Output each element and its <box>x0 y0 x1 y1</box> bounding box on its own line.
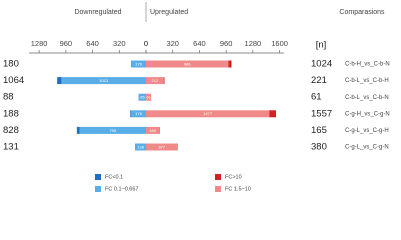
data-label: 986 <box>184 61 191 66</box>
bar-segment <box>146 77 164 85</box>
legend-swatch <box>95 186 101 192</box>
comparison-label: C-b-L_vs_C-b-H <box>345 78 389 84</box>
up-total: 165 <box>311 125 327 136</box>
down-total: 131 <box>3 142 19 153</box>
legend-swatch <box>215 174 221 180</box>
data-label: 128 <box>137 144 144 149</box>
x-tick-label: 960 <box>220 39 233 48</box>
data-label: 795 <box>109 128 116 133</box>
comparison-label: C-g-H_vs_C-g-N <box>345 111 390 117</box>
legend-swatch <box>95 174 101 180</box>
x-tick-label: 1600 <box>271 39 288 48</box>
data-label: 61 <box>146 95 151 100</box>
data-label: 1013 <box>99 78 109 83</box>
data-label: 160 <box>149 128 156 133</box>
legend-label: FC<0.1 <box>105 174 123 180</box>
x-tick-label: 0 <box>144 39 148 48</box>
up-total: 380 <box>311 142 327 153</box>
bar-segment <box>146 93 152 101</box>
chart: Downregulated Upregulated Comparasions [… <box>3 2 390 192</box>
legend-label: FC 0.1~0.667 <box>105 186 138 192</box>
bar-segment <box>131 110 146 118</box>
x-tick-label: 640 <box>193 39 206 48</box>
x-tick-label: 960 <box>60 39 73 48</box>
up-total: 221 <box>311 75 327 86</box>
comparison-label: C-g-L_vs_C-g-N <box>345 145 389 151</box>
bar-segment <box>138 93 146 101</box>
bar-segment <box>146 126 160 134</box>
up-total: 1024 <box>311 59 332 70</box>
bar-segment <box>76 126 80 134</box>
legend-label: FC>10 <box>225 174 242 180</box>
bar-segment <box>131 60 146 68</box>
bar-segment <box>61 77 146 85</box>
comparisons-title: Comparasions <box>339 9 385 16</box>
x-tick-label: 1280 <box>31 39 48 48</box>
down-title: Downregulated <box>74 9 121 16</box>
down-total: 188 <box>3 108 19 119</box>
legend-label: FC 1.5~10 <box>225 186 251 192</box>
bar-segment <box>79 126 146 134</box>
comparison-label: C-g-L_vs_C-g-H <box>345 128 389 134</box>
data-label: 85 <box>140 95 145 100</box>
up-total: 1557 <box>311 108 332 119</box>
down-total: 88 <box>3 92 14 103</box>
data-label: 1477 <box>203 111 213 116</box>
x-tick-label: 320 <box>113 39 126 48</box>
comparison-label: C-b-H_vs_C-b-N <box>345 62 390 68</box>
bar-segment <box>146 110 270 118</box>
x-tick-label: 1280 <box>245 39 262 48</box>
x-tick-label: 0 <box>144 39 148 48</box>
down-total: 180 <box>3 59 19 70</box>
x-tick-label: 320 <box>166 39 179 48</box>
data-label: 212 <box>152 78 159 83</box>
data-label: 176 <box>135 61 142 66</box>
data-label: 176 <box>135 111 142 116</box>
bar-segment <box>146 60 229 68</box>
down-total: 828 <box>3 125 19 136</box>
bar-segment <box>130 110 132 118</box>
comparison-label: C-b-L_vs_C-b-N <box>345 95 389 101</box>
n-label: [n] <box>316 40 327 51</box>
legend-swatch <box>215 186 221 192</box>
bar-segment <box>228 60 232 68</box>
down-total: 1064 <box>3 75 24 86</box>
bar-segment <box>163 77 165 85</box>
x-tick-label: 640 <box>86 39 99 48</box>
bar-segment <box>269 110 277 118</box>
bar-segment <box>146 143 178 151</box>
up-title: Upregulated <box>150 9 188 16</box>
data-label: 377 <box>158 144 165 149</box>
bar-segment <box>135 143 146 151</box>
up-total: 61 <box>311 92 322 103</box>
bar-segment <box>57 77 62 85</box>
